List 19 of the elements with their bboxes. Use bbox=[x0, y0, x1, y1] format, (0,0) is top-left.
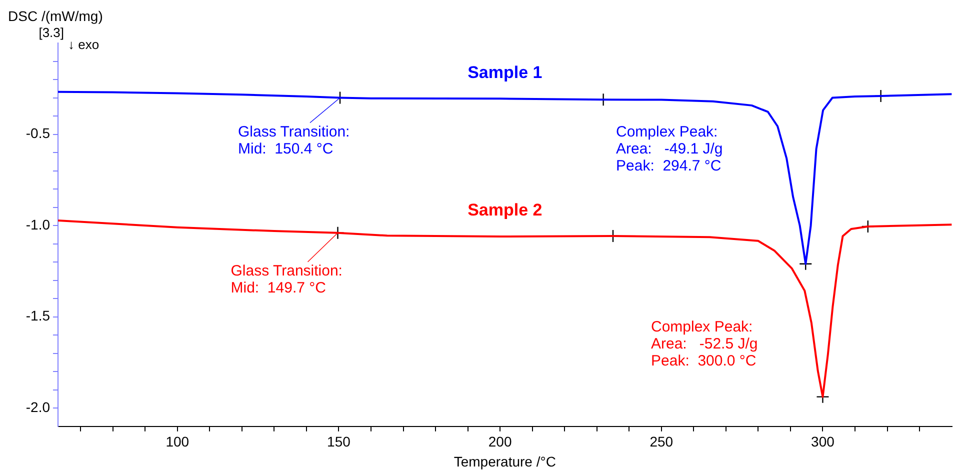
x-tick-label: 300 bbox=[811, 434, 835, 450]
series-label: Sample 2 bbox=[468, 200, 542, 220]
y-tick-label: -1.5 bbox=[26, 308, 50, 324]
x-tick-label: 200 bbox=[488, 434, 512, 450]
y-tick-label: -0.5 bbox=[26, 125, 50, 142]
x-tick-label: 100 bbox=[166, 434, 190, 450]
y-axis-title: DSC /(mW/mg) bbox=[8, 8, 103, 24]
x-tick-label: 250 bbox=[650, 434, 674, 450]
y-tick-label: -2.0 bbox=[26, 399, 50, 415]
annotation: Glass Transition: Mid: 150.4 °C bbox=[238, 123, 350, 158]
series-label: Sample 1 bbox=[468, 62, 542, 82]
annotation: Glass Transition: Mid: 149.7 °C bbox=[230, 262, 342, 297]
annotation: Complex Peak: Area: -49.1 J/g Peak: 294.7 °C bbox=[616, 124, 723, 175]
annotation: Complex Peak: Area: -52.5 J/g Peak: 300.0 °C bbox=[651, 318, 758, 370]
x-axis-title: Temperature /°C bbox=[454, 453, 556, 470]
y-tick-label: -1.0 bbox=[26, 216, 50, 232]
x-tick-label: 150 bbox=[327, 434, 351, 450]
annotation: ↓ exo bbox=[68, 37, 100, 52]
text: [3.3] bbox=[38, 25, 64, 40]
